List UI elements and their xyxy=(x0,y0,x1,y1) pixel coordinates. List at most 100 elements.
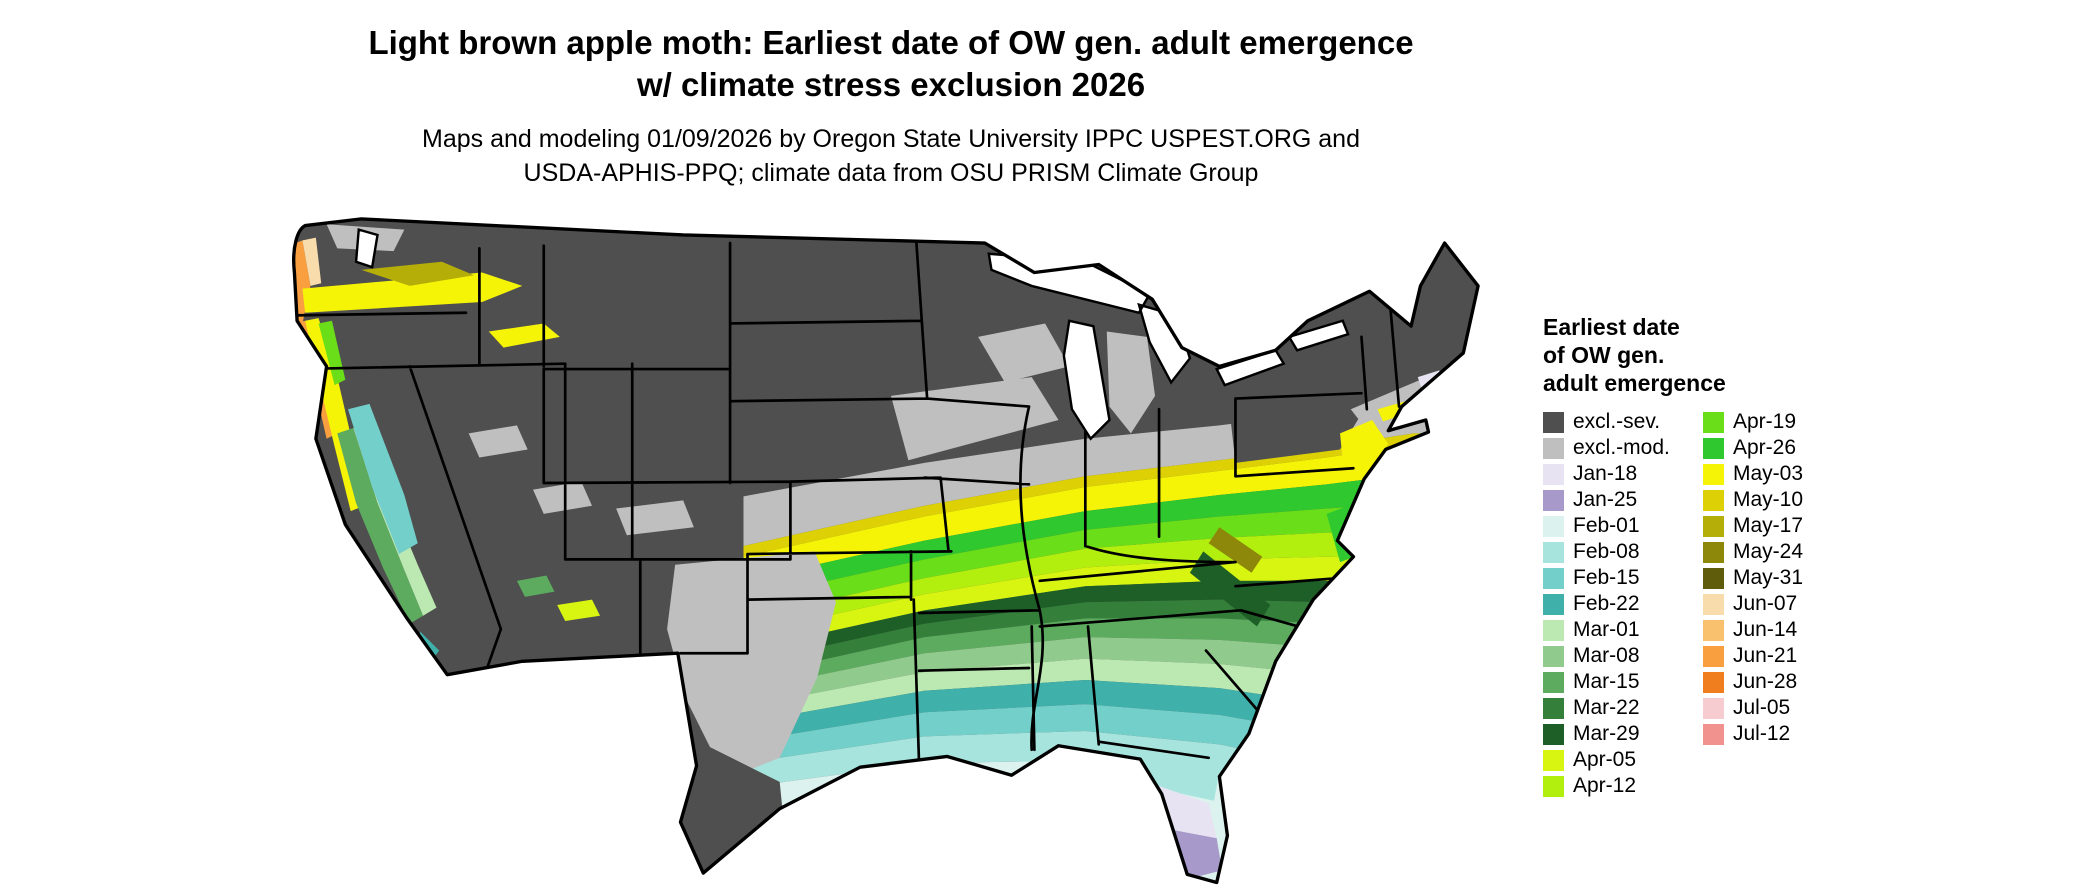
legend-item: Jan-25 xyxy=(1543,487,1703,513)
oregon-coast-jul12-speck xyxy=(293,334,306,353)
wisconsin-exclusion-moderate-patch xyxy=(978,323,1070,383)
us-map-svg xyxy=(292,217,1480,885)
new-jersey-may03-patch xyxy=(1340,419,1389,474)
legend-label: Jul-12 xyxy=(1733,722,1791,745)
south-texas-exclusion-severe-patch xyxy=(680,741,783,874)
band-feb15 xyxy=(743,704,1479,793)
legend-label: Jan-25 xyxy=(1573,488,1638,511)
legend-label: Mar-22 xyxy=(1573,696,1640,719)
appalachian-may24-streak xyxy=(1208,527,1263,573)
legend-item: Mar-29 xyxy=(1543,721,1703,747)
colorado-new-mexico-exclusion-moderate-patch xyxy=(616,500,694,536)
figure-subtitle: Maps and modeling 01/09/2026 by Oregon S… xyxy=(0,122,1782,190)
legend-title-line-1: Earliest date xyxy=(1543,314,1680,340)
legend-swatch xyxy=(1543,489,1564,511)
legend-swatch xyxy=(1543,671,1564,693)
central-valley-feb15-patch xyxy=(348,403,418,555)
legend-swatch xyxy=(1543,411,1564,433)
legend-columns: excl.-sev. excl.-mod. Jan-18 Jan-25 Feb-01 Fe… xyxy=(1543,409,1803,799)
legend-label: May-31 xyxy=(1733,566,1804,589)
legend-label: Feb-15 xyxy=(1573,566,1640,589)
legend-item: Jun-07 xyxy=(1703,591,1803,617)
legend-swatch xyxy=(1703,437,1724,459)
legend-item: Jul-12 xyxy=(1703,721,1803,747)
subtitle-line-1: Maps and modeling 01/09/2026 by Oregon S… xyxy=(422,125,1360,153)
legend-item: Jun-28 xyxy=(1703,669,1803,695)
legend-swatch xyxy=(1703,411,1724,433)
figure-title: Light brown apple moth: Earliest date of… xyxy=(0,22,1782,106)
legend-item: excl.-mod. xyxy=(1543,435,1703,461)
legend-swatch xyxy=(1703,619,1724,641)
band-feb01 xyxy=(743,760,1479,883)
state-borders xyxy=(293,241,1401,766)
legend-item: Apr-12 xyxy=(1543,773,1703,799)
legend-label: Jun-21 xyxy=(1733,644,1798,667)
legend-item: May-10 xyxy=(1703,487,1803,513)
legend-title: Earliest date of OW gen. adult emergence xyxy=(1543,313,1803,397)
legend-item: Feb-22 xyxy=(1543,591,1703,617)
legend-title-line-3: adult emergence xyxy=(1543,370,1726,396)
legend-label: May-17 xyxy=(1733,514,1804,537)
legend-label: Jul-05 xyxy=(1733,696,1791,719)
legend-label: Apr-12 xyxy=(1573,774,1637,797)
utah-exclusion-moderate-patch xyxy=(533,481,593,514)
legend-label: Feb-01 xyxy=(1573,514,1640,537)
legend-label: excl.-mod. xyxy=(1573,436,1670,459)
legend-label: Apr-19 xyxy=(1733,410,1797,433)
legend-label: Apr-05 xyxy=(1573,748,1637,771)
legend-swatch xyxy=(1703,671,1724,693)
legend-swatch xyxy=(1703,515,1724,537)
legend-swatch xyxy=(1543,437,1564,459)
legend-item: Apr-19 xyxy=(1703,409,1803,435)
legend-swatch xyxy=(1703,593,1724,615)
legend-item: Feb-08 xyxy=(1543,539,1703,565)
legend-swatch xyxy=(1543,645,1564,667)
legend-column-2: Apr-19 Apr-26 May-03 May-10 May-17 May-24 May-… xyxy=(1703,409,1803,799)
legend-item: Apr-26 xyxy=(1703,435,1803,461)
legend-item: Mar-22 xyxy=(1543,695,1703,721)
legend-label: Mar-15 xyxy=(1573,670,1640,693)
us-map xyxy=(281,208,1521,888)
legend-label: Mar-29 xyxy=(1573,722,1640,745)
legend-item: excl.-sev. xyxy=(1543,409,1703,435)
band-apr19 xyxy=(743,503,1479,619)
legend-swatch xyxy=(1703,723,1724,745)
legend-label: Mar-01 xyxy=(1573,618,1640,641)
nevada-exclusion-moderate-patch xyxy=(468,425,528,458)
legend-item: Jun-14 xyxy=(1703,617,1803,643)
legend-label: Feb-22 xyxy=(1573,592,1640,615)
central-florida-jan18-patch xyxy=(1155,784,1217,839)
band-apr26 xyxy=(743,473,1479,600)
legend-label: Feb-08 xyxy=(1573,540,1640,563)
legend-swatch xyxy=(1543,723,1564,745)
legend-swatch xyxy=(1543,593,1564,615)
michigan-exclusion-moderate-patch xyxy=(1106,331,1156,434)
map-raster-layers xyxy=(293,218,1479,883)
band-feb22 xyxy=(743,680,1479,761)
legend-label: Jun-14 xyxy=(1733,618,1798,641)
legend-swatch xyxy=(1543,463,1564,485)
legend-item: Feb-01 xyxy=(1543,513,1703,539)
legend-item: Jun-21 xyxy=(1703,643,1803,669)
legend-label: Jun-07 xyxy=(1733,592,1798,615)
legend-swatch xyxy=(1703,541,1724,563)
legend-item: Mar-01 xyxy=(1543,617,1703,643)
map-legend: Earliest date of OW gen. adult emergence… xyxy=(1543,313,1803,799)
legend-item: Jan-18 xyxy=(1543,461,1703,487)
legend-column-1: excl.-sev. excl.-mod. Jan-18 Jan-25 Feb-01 Fe… xyxy=(1543,409,1703,799)
legend-item: May-24 xyxy=(1703,539,1803,565)
band-may03 xyxy=(743,444,1479,581)
legend-item: Mar-08 xyxy=(1543,643,1703,669)
arizona-apr05-speck xyxy=(557,599,601,622)
west-texas-exclusion-moderate-patch xyxy=(667,551,836,780)
legend-swatch xyxy=(1543,515,1564,537)
washington-may03-band xyxy=(302,272,523,313)
water-bodies xyxy=(354,228,1350,441)
legend-item: Apr-05 xyxy=(1543,747,1703,773)
band-feb08 xyxy=(743,730,1479,825)
legend-item: Jul-05 xyxy=(1703,695,1803,721)
california-coast-mar15-strip xyxy=(337,428,424,624)
legend-item: May-03 xyxy=(1703,461,1803,487)
legend-swatch xyxy=(1543,619,1564,641)
subtitle-line-2: USDA-APHIS-PPQ; climate data from OSU PR… xyxy=(523,159,1259,187)
